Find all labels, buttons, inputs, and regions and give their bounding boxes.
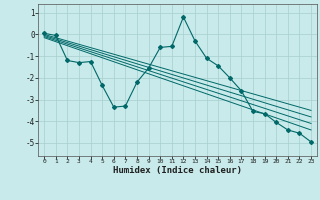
X-axis label: Humidex (Indice chaleur): Humidex (Indice chaleur): [113, 166, 242, 175]
